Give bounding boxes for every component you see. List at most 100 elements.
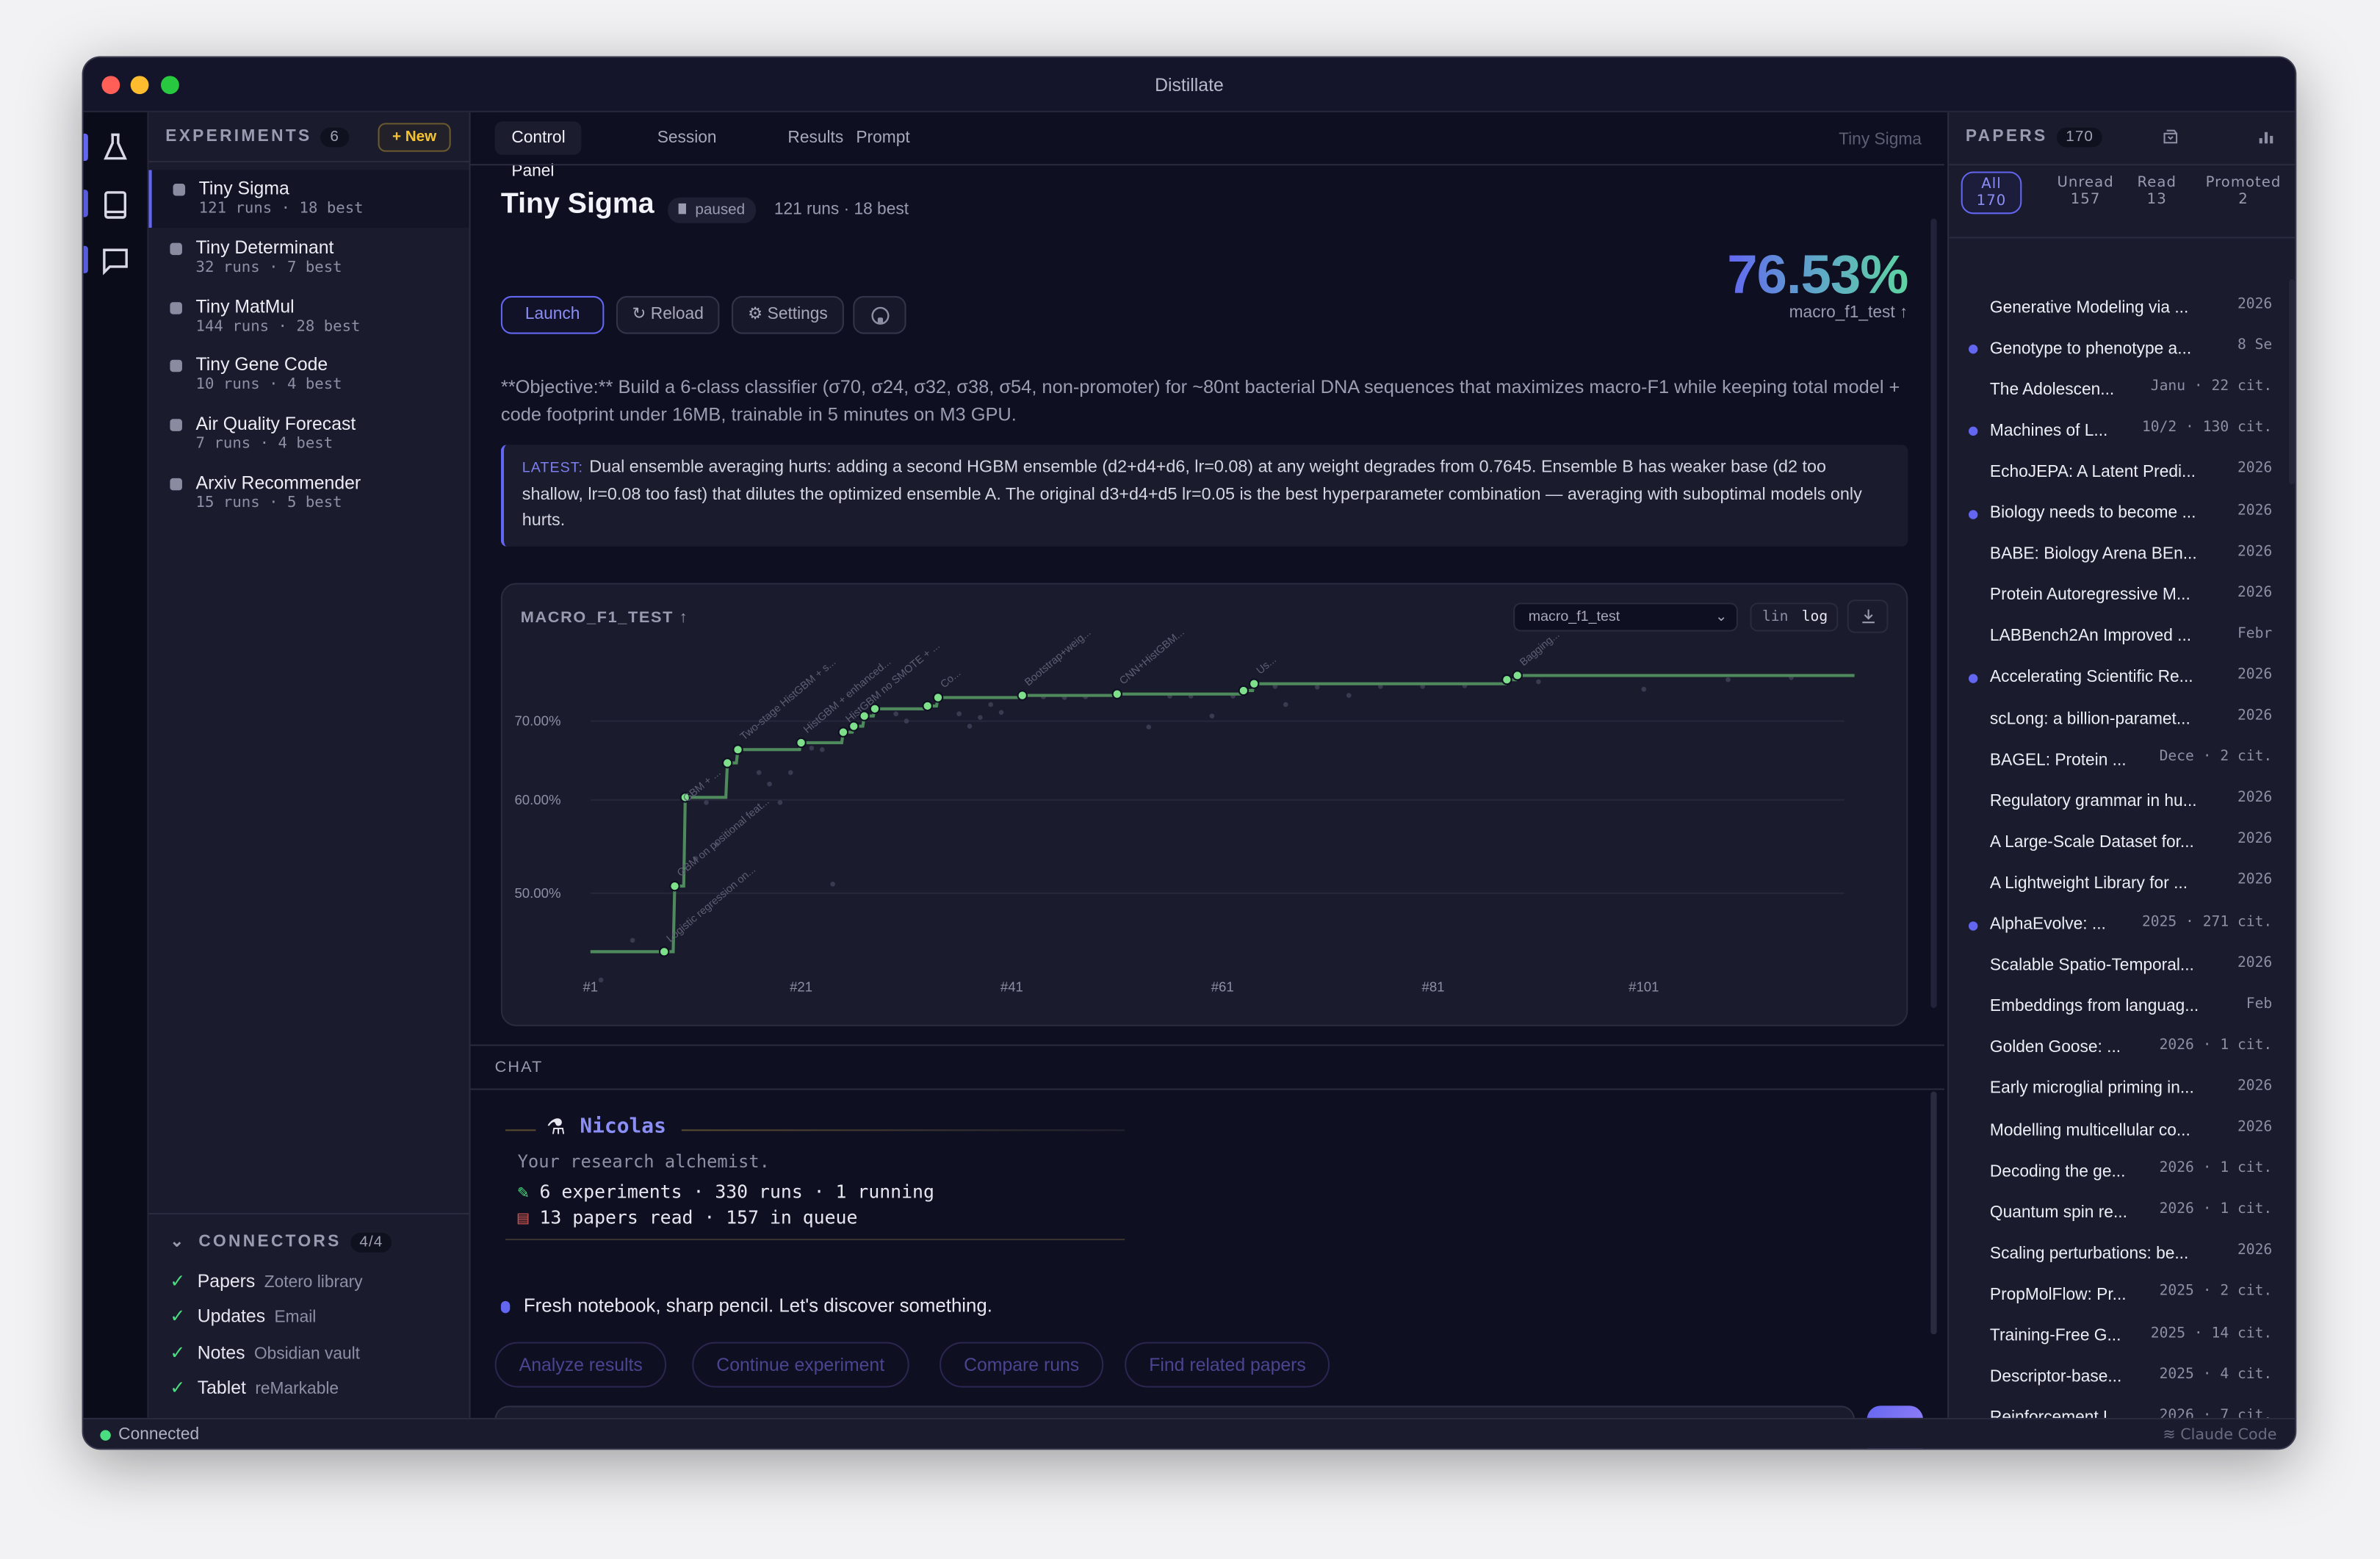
best-run-point (1248, 678, 1260, 689)
y-tick-label: 50.00% (514, 885, 560, 901)
paper-item[interactable]: Decoding the ge... 2026 · 1 cit. (1949, 1151, 2295, 1192)
paper-item[interactable]: Generative Modeling via ... 2026 (1949, 287, 2295, 328)
experiment-item[interactable]: Tiny Determinant 32 runs · 7 best (148, 229, 469, 287)
experiment-status-icon (173, 184, 186, 196)
paper-item[interactable]: Scalable Spatio-Temporal... 2026 (1949, 945, 2295, 986)
paper-title: Training-Free G... (1989, 1326, 2121, 1345)
paper-item[interactable]: scLong: a billion-paramet... 2026 (1949, 698, 2295, 739)
close-window-button[interactable] (101, 76, 120, 95)
metric-select[interactable]: macro_f1_test ⌄ (1513, 602, 1738, 632)
main-scrollbar[interactable] (1930, 218, 1937, 1009)
papers-scrollbar[interactable] (2288, 279, 2296, 485)
chevron-down-icon: ⌄ (1714, 608, 1728, 626)
chat-scrollbar[interactable] (1930, 1091, 1937, 1335)
connector-item[interactable]: ✓ Papers Zotero library (170, 1270, 362, 1292)
divider (470, 1044, 1944, 1046)
paper-item[interactable]: Quantum spin re... 2026 · 1 cit. (1949, 1192, 2295, 1233)
experiment-item[interactable]: Air Quality Forecast 7 runs · 4 best (148, 406, 469, 464)
paper-item[interactable]: EchoJEPA: A Latent Predi... 2026 (1949, 451, 2295, 492)
stats-experiments: ✎ 6 experiments · 330 runs · 1 running (518, 1181, 934, 1203)
experiment-item[interactable]: Tiny MatMul 144 runs · 28 best (148, 288, 469, 346)
paper-item[interactable]: Genotype to phenotype a... 8 Se (1949, 328, 2295, 370)
paper-item[interactable]: AlphaEvolve: ... 2025 · 271 cit. (1949, 904, 2295, 945)
paper-title: Golden Goose: ... (1989, 1038, 2121, 1057)
paper-item[interactable]: PropMolFlow: Pr... 2025 · 2 cit. (1949, 1274, 2295, 1315)
paper-item[interactable]: BAGEL: Protein ... Dece · 2 cit. (1949, 739, 2295, 780)
latest-note: LATEST: Dual ensemble averaging hurts: ad… (500, 444, 1908, 547)
paper-item[interactable]: Biology needs to become ... 2026 (1949, 493, 2295, 534)
best-run-point (922, 700, 933, 712)
paper-meta: Janu · 22 cit. (2150, 378, 2273, 395)
paper-item[interactable]: Machines of L... 10/2 · 130 cit. (1949, 411, 2295, 452)
best-run-point (932, 692, 944, 703)
rail-active-indicator (83, 133, 88, 162)
experiment-meta: 10 runs · 4 best (195, 377, 342, 394)
suggestion-analyze-results[interactable]: Analyze results (494, 1342, 667, 1388)
papers-heading: PAPERS 170 (1966, 127, 2103, 148)
paper-meta: 2026 · 1 cit. (2159, 1200, 2273, 1218)
flask-icon[interactable] (98, 131, 131, 164)
filter-unread[interactable]: Unread 157 (2046, 175, 2124, 208)
chat-icon[interactable] (98, 245, 131, 278)
best-run-point (869, 703, 881, 715)
agent-tagline: Your research alchemist. (517, 1151, 770, 1173)
book-icon[interactable] (98, 188, 131, 221)
paper-item[interactable]: A Lightweight Library for ... 2026 (1949, 863, 2295, 904)
github-button[interactable] (853, 295, 906, 334)
suggestion-find-related-papers[interactable]: Find related papers (1125, 1342, 1330, 1388)
run-point (767, 781, 772, 787)
download-button[interactable] (1847, 600, 1889, 633)
download-icon (1861, 609, 1874, 624)
paper-item[interactable]: Protein Autoregressive M... 2026 (1949, 575, 2295, 616)
connector-item[interactable]: ✓ Updates Email (170, 1306, 316, 1328)
scale-lin-button[interactable]: lin (1761, 608, 1789, 626)
filter-all[interactable]: All 170 (1961, 171, 2022, 215)
tab-prompt[interactable]: Prompt (856, 129, 910, 148)
experiment-item[interactable]: Arxiv Recommender 15 runs · 5 best (148, 464, 469, 522)
minimize-window-button[interactable] (130, 76, 149, 95)
paper-item[interactable]: Embeddings from languag... Feb (1949, 986, 2295, 1027)
paper-item[interactable]: BABE: Biology Arena BEn... 2026 (1949, 533, 2295, 575)
tab-session[interactable]: Session (657, 129, 717, 148)
run-point (714, 842, 720, 847)
chat-message: Fresh notebook, sharp pencil. Let's disc… (523, 1295, 992, 1317)
filter-promoted[interactable]: Promoted 2 (2198, 175, 2289, 208)
scale-log-button[interactable]: log (1801, 608, 1828, 626)
zoom-window-button[interactable] (161, 76, 179, 95)
experiment-item[interactable]: Tiny Sigma 121 runs · 18 best (148, 170, 469, 228)
check-icon: ✓ (170, 1306, 186, 1328)
connector-source: reMarkable (255, 1380, 339, 1398)
tab-results[interactable]: Results (787, 129, 844, 148)
paper-title: Descriptor-base... (1989, 1367, 2122, 1386)
suggestion-compare-runs[interactable]: Compare runs (940, 1342, 1104, 1388)
paper-item[interactable]: Descriptor-base... 2025 · 4 cit. (1949, 1356, 2295, 1397)
status-badge: paused (668, 197, 756, 223)
connector-item[interactable]: ✓ Tablet reMarkable (170, 1377, 339, 1398)
paper-item[interactable]: Early microglial priming in... 2026 (1949, 1068, 2295, 1109)
paper-item[interactable]: Scaling perturbations: be... 2026 (1949, 1233, 2295, 1274)
new-experiment-button[interactable]: + New (378, 123, 451, 152)
paper-item[interactable]: Golden Goose: ... 2026 · 1 cit. (1949, 1027, 2295, 1068)
filter-read[interactable]: Read 13 (2128, 175, 2186, 208)
tab-control-panel[interactable]: Control Panel (494, 121, 583, 181)
status-text: paused (695, 201, 746, 219)
settings-button[interactable]: ⚙ Settings (731, 295, 844, 334)
paper-item[interactable]: Regulatory grammar in hu... 2026 (1949, 780, 2295, 821)
reload-button[interactable]: ↻ Reload (616, 295, 720, 334)
suggestion-continue-experiment[interactable]: Continue experiment (692, 1342, 909, 1388)
paper-item[interactable]: Modelling multicellular co... 2026 (1949, 1109, 2295, 1151)
paper-item[interactable]: LABBench2An Improved ... Febr (1949, 616, 2295, 657)
bar-chart-icon[interactable] (2257, 128, 2276, 146)
experiment-item[interactable]: Tiny Gene Code 10 runs · 4 best (148, 347, 469, 405)
connector-item[interactable]: ✓ Notes Obsidian vault (170, 1342, 360, 1363)
run-point (1209, 713, 1215, 719)
paper-item[interactable]: A Large-Scale Dataset for... 2026 (1949, 821, 2295, 863)
inbox-icon[interactable] (2161, 128, 2179, 146)
paper-item[interactable]: Training-Free G... 2025 · 14 cit. (1949, 1315, 2295, 1356)
paper-meta: 2026 (2237, 707, 2273, 724)
paper-item[interactable]: Accelerating Scientific Re... 2026 (1949, 657, 2295, 698)
connectors-heading[interactable]: ⌄ CONNECTORS 4/4 (170, 1231, 392, 1253)
best-run-point (1501, 674, 1512, 685)
paper-item[interactable]: The Adolescen... Janu · 22 cit. (1949, 369, 2295, 410)
launch-button[interactable]: Launch (500, 295, 605, 334)
